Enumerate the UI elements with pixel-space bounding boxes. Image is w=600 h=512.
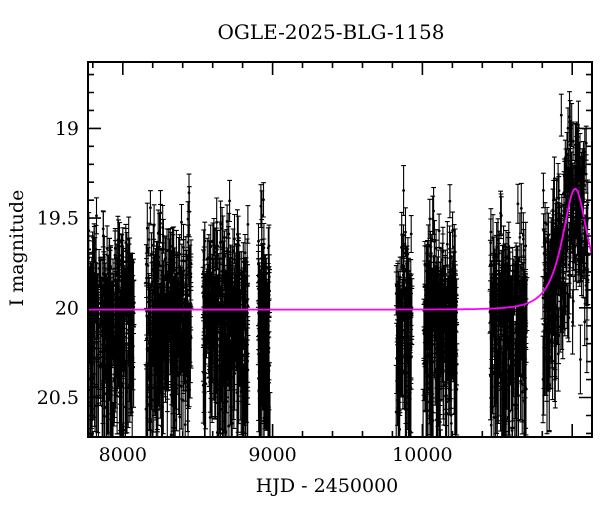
x-tick-label: 8000	[99, 444, 147, 466]
y-tick-label: 19	[55, 118, 79, 140]
tick-marks	[88, 62, 592, 437]
x-tick-label: 9000	[248, 444, 296, 466]
y-axis-label: I magnitude	[6, 190, 28, 307]
y-tick-label: 19.5	[37, 208, 79, 230]
x-tick-label: 10000	[392, 444, 452, 466]
plot-title: OGLE-2025-BLG-1158	[217, 20, 444, 44]
y-tick-label: 20	[55, 297, 79, 319]
error-bar-strokes	[89, 91, 591, 436]
y-tick-labels: 19 19.5 20 20.5	[37, 118, 79, 409]
y-tick-label: 20.5	[37, 387, 79, 409]
model-curve	[89, 187, 591, 311]
x-tick-labels: 8000 9000 10000	[99, 444, 453, 466]
plot-frame	[87, 61, 593, 438]
error-bars	[89, 91, 591, 436]
axis-ticks	[88, 62, 592, 437]
x-axis-label: HJD - 2450000	[256, 475, 399, 497]
model-curve-path	[89, 187, 591, 311]
